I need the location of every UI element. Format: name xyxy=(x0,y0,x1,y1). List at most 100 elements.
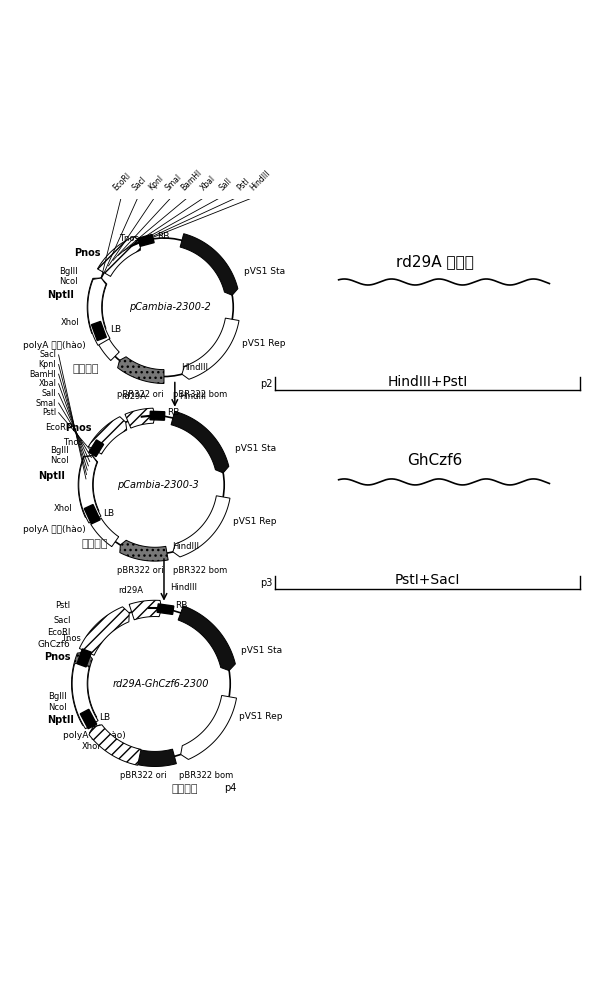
Text: XbaI: XbaI xyxy=(38,379,56,388)
Polygon shape xyxy=(173,496,230,557)
Text: LB: LB xyxy=(99,713,111,722)
Bar xyxy=(138,234,154,246)
Polygon shape xyxy=(72,662,98,729)
Polygon shape xyxy=(129,748,177,766)
Text: EcoRI: EcoRI xyxy=(45,423,69,432)
Text: 卡那霉素: 卡那霉素 xyxy=(172,784,198,794)
Text: XbaI: XbaI xyxy=(199,174,218,192)
Bar xyxy=(157,604,174,614)
Bar xyxy=(150,411,165,420)
Text: NcoI: NcoI xyxy=(50,456,69,465)
Text: SacI: SacI xyxy=(130,175,148,192)
Text: LB: LB xyxy=(110,325,121,334)
Text: Tnos: Tnos xyxy=(119,234,139,243)
Polygon shape xyxy=(87,278,107,334)
Text: 卡那霉素: 卡那霉素 xyxy=(73,364,99,374)
Text: RB: RB xyxy=(175,601,188,610)
Text: SmaI: SmaI xyxy=(36,399,56,408)
Text: XhoI: XhoI xyxy=(82,742,101,751)
Text: NptII: NptII xyxy=(47,290,74,300)
Text: HindIII: HindIII xyxy=(179,392,206,401)
Text: rd29A: rd29A xyxy=(121,392,146,401)
Polygon shape xyxy=(78,456,99,517)
Text: HindIII: HindIII xyxy=(249,169,272,192)
Polygon shape xyxy=(89,725,141,765)
Text: pBR322 ori: pBR322 ori xyxy=(117,566,163,575)
Text: SalI: SalI xyxy=(42,389,56,398)
Text: p3: p3 xyxy=(260,578,273,588)
Text: rd29A: rd29A xyxy=(118,586,143,595)
Text: HindIII+PstI: HindIII+PstI xyxy=(387,375,468,389)
Bar xyxy=(89,440,103,457)
Polygon shape xyxy=(181,695,237,759)
Text: HindIII: HindIII xyxy=(172,542,199,551)
Text: Tnos: Tnos xyxy=(63,438,83,447)
Text: HindIII: HindIII xyxy=(170,583,197,592)
Text: Pnos: Pnos xyxy=(74,248,101,258)
Polygon shape xyxy=(180,234,238,295)
Text: NcoI: NcoI xyxy=(48,703,67,712)
Text: polyA 信號(hào): polyA 信號(hào) xyxy=(24,525,86,534)
Polygon shape xyxy=(88,278,110,345)
Text: pVS1 Rep: pVS1 Rep xyxy=(239,712,283,721)
Polygon shape xyxy=(129,600,162,620)
Text: pCambia-2300-2: pCambia-2300-2 xyxy=(129,302,211,312)
Polygon shape xyxy=(96,335,119,361)
Text: BglII: BglII xyxy=(48,692,67,701)
Text: XhoI: XhoI xyxy=(54,504,73,513)
Text: pBR322 bom: pBR322 bom xyxy=(173,566,227,575)
Polygon shape xyxy=(178,606,235,671)
Text: polyA 信號(hào): polyA 信號(hào) xyxy=(23,341,86,350)
Polygon shape xyxy=(71,652,97,725)
Text: PstI: PstI xyxy=(42,408,56,417)
Polygon shape xyxy=(182,318,239,379)
Text: GhCzf6: GhCzf6 xyxy=(407,453,463,468)
Text: SmaI: SmaI xyxy=(164,172,184,192)
Text: Pnos: Pnos xyxy=(44,652,71,662)
Text: p2: p2 xyxy=(260,379,273,389)
Text: pVS1 Sta: pVS1 Sta xyxy=(235,444,276,453)
Bar xyxy=(77,649,91,667)
Text: p4: p4 xyxy=(224,783,237,793)
Text: polyA 信號(hào): polyA 信號(hào) xyxy=(63,731,126,740)
Text: SacI: SacI xyxy=(39,350,56,359)
Text: pVS1 Sta: pVS1 Sta xyxy=(244,267,285,276)
Polygon shape xyxy=(79,456,101,523)
Bar xyxy=(84,505,100,524)
Text: KpnI: KpnI xyxy=(147,174,166,192)
Text: BamHI: BamHI xyxy=(179,168,203,192)
Text: EcoRI: EcoRI xyxy=(111,171,132,192)
Text: pBR322 bom: pBR322 bom xyxy=(179,771,234,780)
Text: rd29A 啟動子: rd29A 啟動子 xyxy=(396,255,474,270)
Text: HindIII: HindIII xyxy=(181,363,208,372)
Text: BamHI: BamHI xyxy=(30,370,56,379)
Text: Tnos: Tnos xyxy=(61,634,81,643)
Bar xyxy=(80,709,97,729)
Text: NptII: NptII xyxy=(38,471,65,481)
Text: pBR322 ori: pBR322 ori xyxy=(120,771,166,780)
Text: RB: RB xyxy=(157,232,169,241)
Polygon shape xyxy=(117,357,164,383)
Text: pVS1 Rep: pVS1 Rep xyxy=(234,517,276,526)
Text: PstI+SacI: PstI+SacI xyxy=(395,573,460,587)
Bar xyxy=(91,321,106,341)
Text: PstI: PstI xyxy=(235,176,251,192)
Text: RB: RB xyxy=(167,408,180,417)
Polygon shape xyxy=(91,518,119,547)
Text: SalI: SalI xyxy=(218,176,234,192)
Text: rd29A-GhCzf6-2300: rd29A-GhCzf6-2300 xyxy=(113,679,209,689)
Text: XhoI: XhoI xyxy=(61,318,80,327)
Text: pVS1 Rep: pVS1 Rep xyxy=(242,339,286,348)
Text: NptII: NptII xyxy=(47,715,74,725)
Text: NcoI: NcoI xyxy=(59,277,78,286)
Text: Pnos: Pnos xyxy=(65,423,92,433)
Text: EcoRI: EcoRI xyxy=(47,628,71,637)
Text: KpnI: KpnI xyxy=(39,360,56,369)
Text: pBR322 bom: pBR322 bom xyxy=(173,390,227,399)
Text: BglII: BglII xyxy=(50,446,69,455)
Text: 卡那霉素: 卡那霉素 xyxy=(82,539,108,549)
Text: LB: LB xyxy=(103,509,114,518)
Text: PstI: PstI xyxy=(56,601,71,610)
Polygon shape xyxy=(79,607,129,655)
Text: GhCzf6: GhCzf6 xyxy=(38,640,71,649)
